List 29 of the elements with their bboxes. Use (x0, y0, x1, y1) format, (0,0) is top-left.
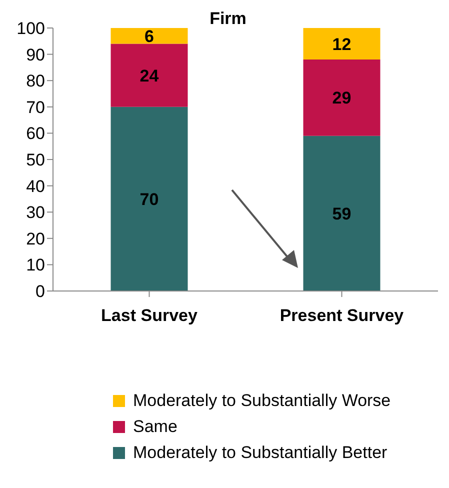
data-label: 70 (140, 190, 159, 209)
y-tick-label: 60 (26, 124, 45, 144)
y-tick-label: 90 (26, 45, 45, 64)
bar (303, 60, 380, 136)
y-tick-label: 50 (26, 150, 45, 170)
y-tick-label: 80 (26, 72, 45, 91)
bar (303, 136, 380, 291)
y-tick-label: 100 (16, 19, 45, 38)
legend-label: Moderately to Substantially Worse (133, 391, 391, 411)
data-label: 59 (332, 204, 352, 224)
y-tick-label: 10 (26, 256, 45, 275)
data-label: 12 (332, 34, 352, 54)
y-tick-label: 20 (26, 229, 45, 248)
data-label: 6 (144, 26, 154, 46)
chart-title: Firm (210, 9, 246, 28)
bar (110, 44, 188, 107)
bar (303, 28, 380, 60)
y-tick-label: 70 (26, 98, 45, 117)
data-label: 29 (332, 88, 352, 108)
x-tick-label: Last Survey (101, 306, 198, 326)
y-tick-label: 40 (26, 176, 45, 196)
legend-label: Same (133, 417, 178, 437)
x-tick-label: Present Survey (280, 306, 404, 326)
data-label: 24 (140, 66, 160, 86)
legend-label: Moderately to Substantially Better (133, 443, 388, 463)
bar (110, 106, 188, 291)
y-tick-label: 30 (26, 203, 45, 222)
y-tick-label: 0 (36, 282, 45, 302)
bar (110, 28, 188, 44)
